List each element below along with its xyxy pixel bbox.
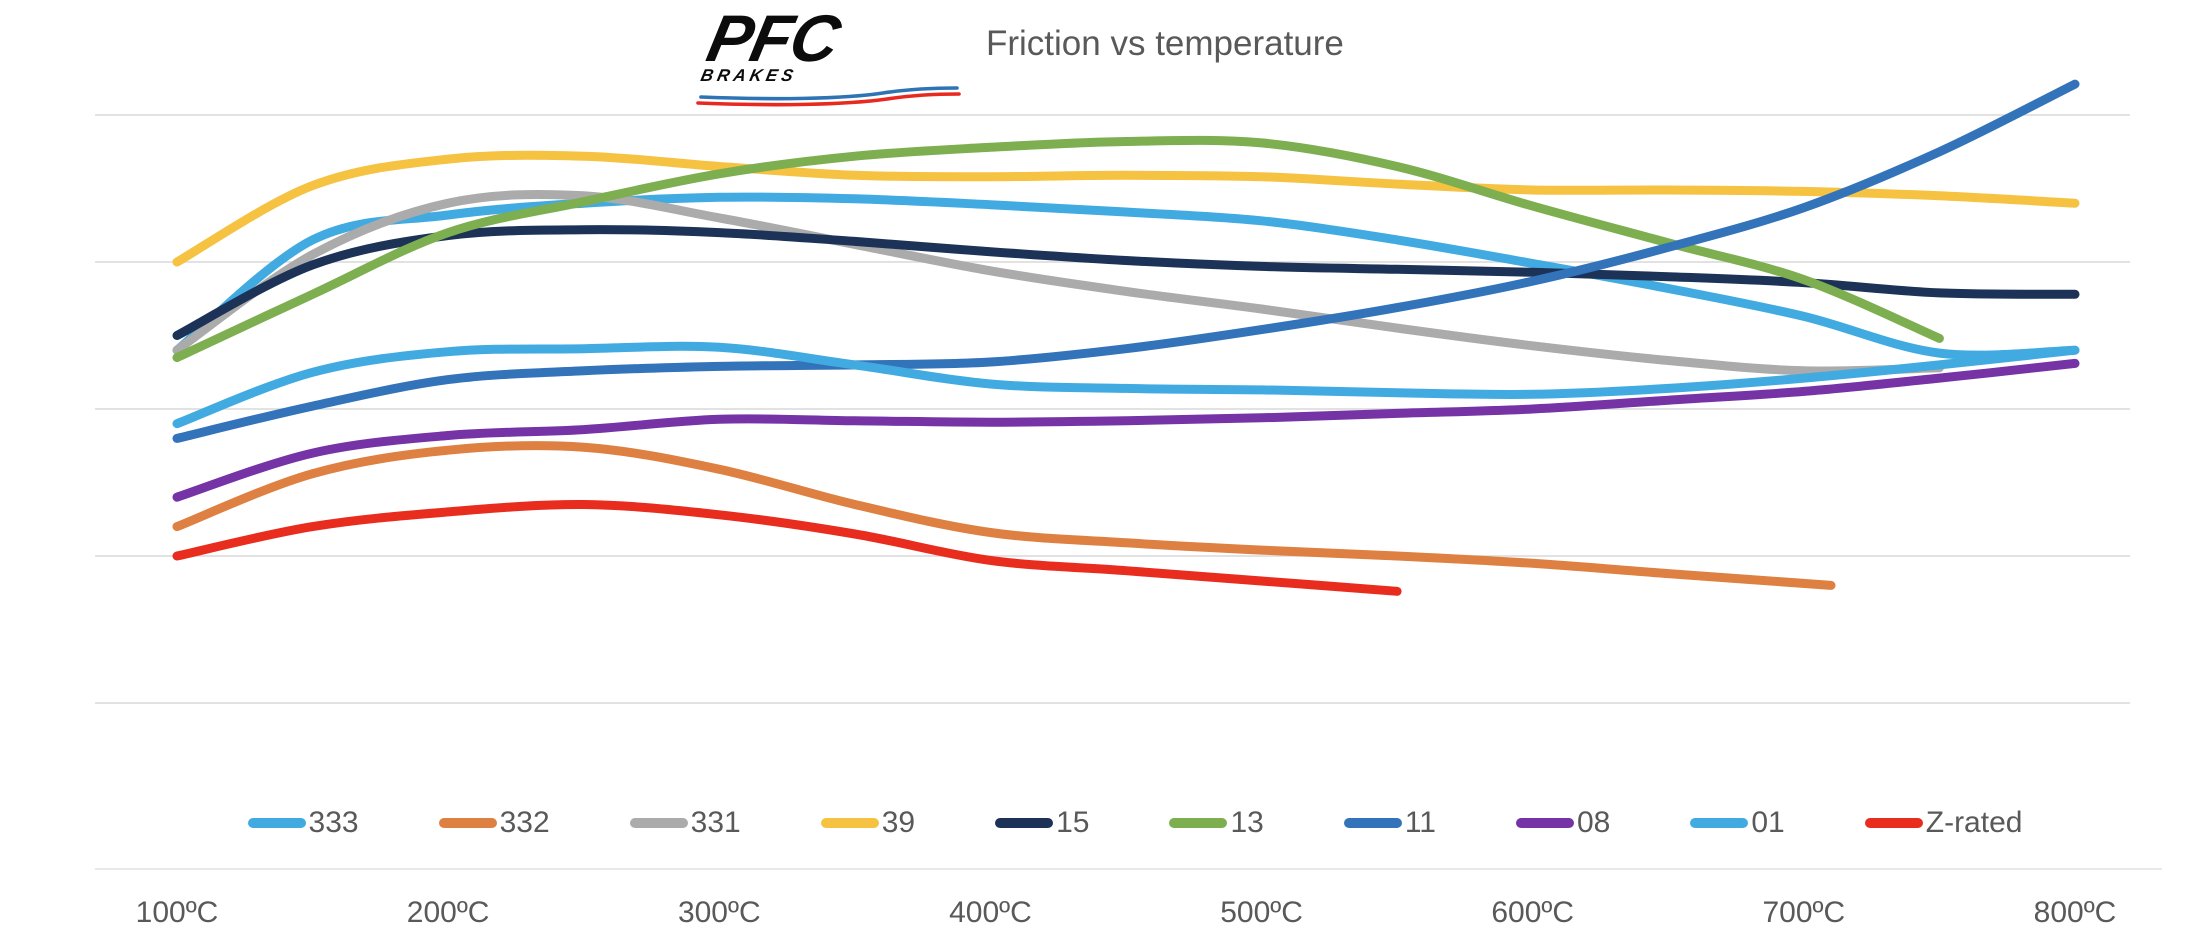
legend-swatch-11 <box>1343 818 1402 828</box>
legend-label: 332 <box>499 806 550 839</box>
x-axis-labels: 100ºC 200ºC 300ºC 400ºC 500ºC 600ºC 700ºC 800ºC <box>0 896 2192 936</box>
series-line-39[interactable] <box>172 150 2080 267</box>
logo-swoosh-graphic <box>696 86 961 107</box>
legend-label: 08 <box>1577 806 1611 839</box>
legend-swatch-331 <box>629 818 688 828</box>
chart-title: Friction vs temperature <box>986 24 1344 63</box>
legend-swatch-333 <box>247 818 306 828</box>
legend-item-13[interactable]: 13 <box>1169 806 1264 840</box>
legend-item-39[interactable]: 39 <box>820 806 916 840</box>
legend-label: 01 <box>1751 806 1785 839</box>
series-line-13[interactable] <box>172 135 1944 363</box>
legend-swatch-15 <box>995 818 1054 828</box>
x-tick-label: 800ºC <box>2033 896 2117 929</box>
x-tick-label: 600ºC <box>1491 896 1575 929</box>
legend-item-01[interactable]: 01 <box>1690 806 1785 840</box>
legend-swatch-01 <box>1690 818 1749 828</box>
x-tick-label: 300ºC <box>677 896 761 929</box>
pfc-brakes-logo: PFC BRAKES <box>695 1 965 108</box>
series-line-01[interactable] <box>172 341 2080 429</box>
legend-swatch-39 <box>820 818 879 828</box>
x-tick-label: 400ºC <box>949 896 1032 929</box>
x-tick-label: 100ºC <box>135 896 219 929</box>
x-tick-label: 500ºC <box>1220 896 1303 929</box>
legend-item-331[interactable]: 331 <box>629 806 741 840</box>
x-tick-label: 700ºC <box>1762 896 1846 929</box>
legend-label: 331 <box>690 806 741 839</box>
legend-item-Z-rated[interactable]: Z-rated <box>1864 806 2023 840</box>
legend-item-08[interactable]: 08 <box>1516 806 1610 840</box>
legend-item-11[interactable]: 11 <box>1343 806 1436 840</box>
legend-item-15[interactable]: 15 <box>995 806 1089 840</box>
legend-label: Z-rated <box>1925 806 2023 839</box>
series-line-Z-rated[interactable] <box>172 499 1402 596</box>
series-line-332[interactable] <box>172 441 1836 590</box>
series-line-333[interactable] <box>172 192 2080 360</box>
legend-label: 333 <box>308 806 359 839</box>
series-line-331[interactable] <box>172 189 1944 376</box>
legend-label: 13 <box>1230 806 1264 839</box>
series-line-11[interactable] <box>172 79 2080 443</box>
series-line-08[interactable] <box>172 358 2080 502</box>
legend-item-333[interactable]: 333 <box>247 806 359 840</box>
series-line-15[interactable] <box>172 225 2080 340</box>
legend-label: 15 <box>1056 806 1090 839</box>
legend-swatch-08 <box>1516 818 1574 828</box>
legend-label: 11 <box>1404 806 1436 839</box>
legend-item-332[interactable]: 332 <box>438 806 550 840</box>
legend-swatch-Z-rated <box>1864 818 1923 828</box>
legend-label: 39 <box>881 806 916 839</box>
x-tick-label: 200ºC <box>406 896 490 929</box>
legend-swatch-13 <box>1169 818 1228 828</box>
chart-legend: 333 332 331 39 15 13 11 08 01 Z-rated <box>90 802 2180 844</box>
legend-swatch-332 <box>438 818 497 828</box>
